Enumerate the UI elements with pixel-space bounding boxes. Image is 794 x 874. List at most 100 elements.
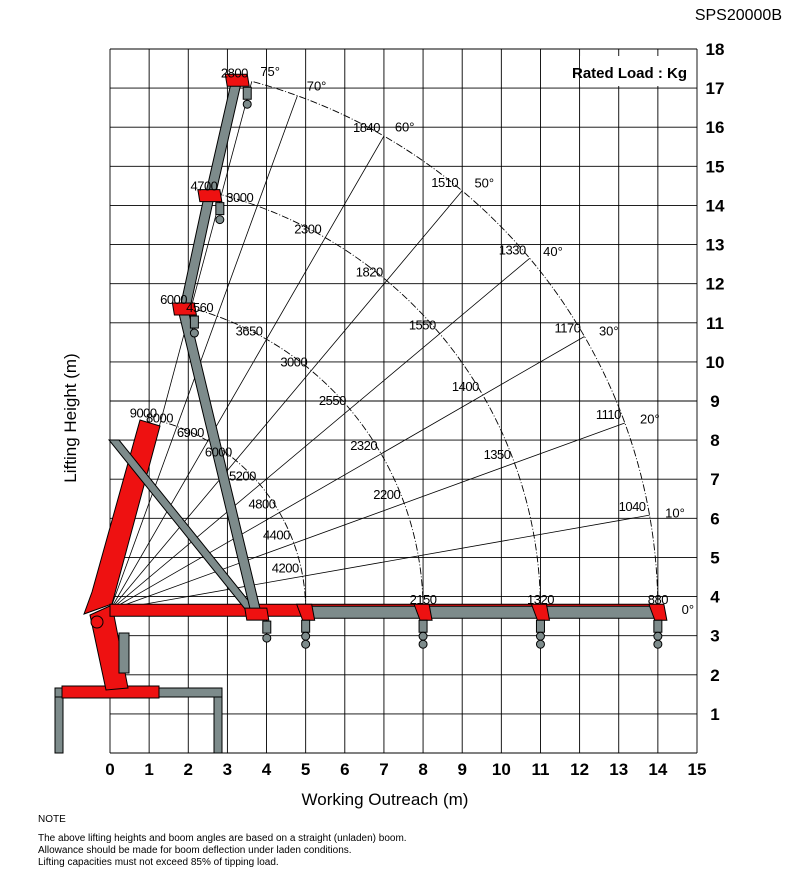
angle-line xyxy=(109,257,530,611)
x-tick-label: 3 xyxy=(223,760,232,779)
angle-label: 0° xyxy=(682,602,694,617)
vertical-boom-head xyxy=(197,189,223,203)
boom-head xyxy=(295,603,316,621)
load-label: 3650 xyxy=(236,323,263,338)
x-tick-label: 12 xyxy=(570,760,589,779)
angle-line xyxy=(109,135,385,611)
angle-label: 30° xyxy=(599,324,619,339)
y-tick-label: 5 xyxy=(710,548,719,567)
hook xyxy=(215,215,225,225)
hook xyxy=(301,631,311,641)
y-tick-label: 13 xyxy=(706,236,725,255)
y-tick-label: 17 xyxy=(706,79,725,98)
angle-label: 70° xyxy=(307,79,327,94)
load-label: 9000 xyxy=(130,405,157,420)
angle-line xyxy=(109,95,298,611)
vertical-boom-head xyxy=(171,302,197,316)
angle-line xyxy=(109,514,650,611)
rated-load-label: Rated Load : Kg xyxy=(572,65,687,82)
boom-head xyxy=(413,603,433,621)
y-tick-label: 7 xyxy=(710,470,719,489)
hook xyxy=(418,639,428,649)
hook xyxy=(535,639,545,649)
crane-drawing xyxy=(54,73,668,754)
y-tick-label: 2 xyxy=(710,666,719,685)
hook-block xyxy=(535,619,545,633)
hook-block xyxy=(653,619,663,633)
x-tick-label: 1 xyxy=(144,760,153,779)
x-tick-label: 0 xyxy=(105,760,114,779)
rated-load-box xyxy=(580,56,692,86)
hook xyxy=(653,639,663,649)
load-label: 1820 xyxy=(356,265,383,280)
y-tick-label: 3 xyxy=(710,627,719,646)
load-label: 1350 xyxy=(484,447,511,462)
reach-arc xyxy=(221,194,541,611)
note-heading: NOTE xyxy=(38,814,66,825)
y-tick-label: 4 xyxy=(710,588,720,607)
hook xyxy=(653,631,663,641)
hook-block xyxy=(418,619,428,633)
load-label: 1170 xyxy=(554,320,580,335)
load-label: 1840 xyxy=(353,120,380,135)
reach-arc xyxy=(251,80,659,611)
angle-label: 40° xyxy=(543,244,563,259)
y-tick-label: 16 xyxy=(706,118,725,137)
load-label: 3000 xyxy=(226,190,253,205)
chart-labels: 9000800069006000520048004400420060004560… xyxy=(130,65,669,607)
angle-line xyxy=(109,336,585,611)
x-tick-label: 2 xyxy=(184,760,193,779)
x-tick-label: 13 xyxy=(609,760,628,779)
angle-label: 50° xyxy=(474,175,494,190)
x-tick-label: 9 xyxy=(457,760,466,779)
load-label: 4800 xyxy=(249,496,276,511)
load-label: 8000 xyxy=(146,410,173,425)
load-label: 4700 xyxy=(190,179,217,194)
note-line-1: The above lifting heights and boom angle… xyxy=(38,833,407,844)
chart-grid xyxy=(109,48,698,754)
hook xyxy=(418,631,428,641)
angle-line xyxy=(109,422,625,611)
y-tick-label: 1 xyxy=(710,705,719,724)
reach-arc xyxy=(160,420,307,611)
load-label: 1330 xyxy=(499,242,526,257)
load-label: 4200 xyxy=(272,560,299,575)
reach-arc xyxy=(190,307,424,611)
hook-block xyxy=(215,202,225,216)
x-tick-label: 7 xyxy=(379,760,388,779)
model-title: SPS20000B xyxy=(695,7,782,24)
load-label: 2320 xyxy=(350,438,377,453)
y-tick-label: 18 xyxy=(706,40,725,59)
boom-head xyxy=(648,603,668,621)
load-label: 1400 xyxy=(452,379,479,394)
load-label: 2150 xyxy=(410,592,437,607)
x-axis-title: Working Outreach (m) xyxy=(302,790,469,809)
x-tick-label: 14 xyxy=(648,760,667,779)
vertical-boom-head xyxy=(224,73,250,87)
y-tick-label: 9 xyxy=(710,392,719,411)
angle-label: 10° xyxy=(665,505,685,520)
boom-head xyxy=(530,603,551,621)
angle-label: 75° xyxy=(260,64,280,79)
load-label: 2300 xyxy=(294,222,321,237)
load-label: 4560 xyxy=(186,300,213,315)
hook xyxy=(262,633,272,643)
load-label: 880 xyxy=(648,592,668,607)
y-tick-label: 10 xyxy=(706,353,725,372)
hook-block xyxy=(262,620,272,634)
x-tick-label: 10 xyxy=(492,760,511,779)
load-label: 1110 xyxy=(596,407,621,422)
note-line-2: Allowance should be made for boom deflec… xyxy=(38,845,352,856)
load-label: 4400 xyxy=(263,527,290,542)
hook-block xyxy=(189,315,199,329)
load-label: 2550 xyxy=(319,393,346,408)
y-axis-title: Lifting Height (m) xyxy=(61,353,80,482)
load-label: 1040 xyxy=(619,499,646,514)
load-label: 1320 xyxy=(527,592,554,607)
hook-block xyxy=(242,86,252,100)
angle-label: 60° xyxy=(395,120,415,135)
angle-line xyxy=(109,190,463,611)
load-label: 3000 xyxy=(280,355,307,370)
hook xyxy=(301,639,311,649)
